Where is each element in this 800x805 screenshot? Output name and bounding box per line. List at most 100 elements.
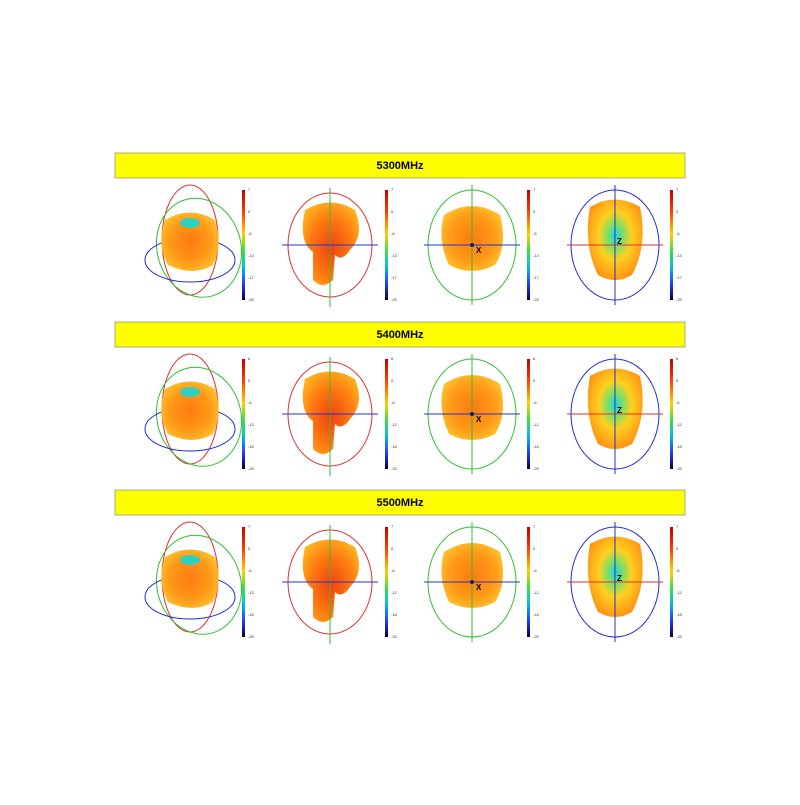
pattern-view: 7 0 -6 -13 -17 -25 bbox=[144, 184, 255, 302]
pattern-view: Z 7 0 -6 -12 -18 -25 bbox=[567, 522, 683, 642]
colorbar-label: -13 bbox=[533, 253, 540, 258]
pattern-peak bbox=[180, 218, 200, 228]
colorbar bbox=[527, 527, 530, 637]
colorbar-label: -25 bbox=[676, 634, 683, 639]
colorbar-label: -13 bbox=[391, 253, 398, 258]
section-bar bbox=[114, 489, 686, 516]
colorbar-label: -6 bbox=[676, 400, 680, 405]
center-label: Z bbox=[617, 406, 622, 415]
colorbar bbox=[527, 190, 530, 300]
colorbar-label: -6 bbox=[248, 568, 252, 573]
colorbar-label: 6 bbox=[248, 356, 251, 361]
colorbar-label: -6 bbox=[248, 400, 252, 405]
colorbar-label: 7 bbox=[391, 187, 394, 192]
colorbar-label: -12 bbox=[248, 590, 255, 595]
colorbar-label: -6 bbox=[391, 231, 395, 236]
colorbar-label: 0 bbox=[391, 378, 394, 383]
center-label: X bbox=[476, 415, 482, 424]
origin bbox=[470, 412, 474, 416]
colorbar-label: -6 bbox=[533, 568, 537, 573]
colorbar-label: -25 bbox=[391, 634, 398, 639]
axis-ring bbox=[155, 366, 243, 467]
colorbar-label: -25 bbox=[533, 297, 540, 302]
pattern-blob bbox=[302, 539, 359, 622]
colorbar-label: -25 bbox=[248, 634, 255, 639]
colorbar-label: -18 bbox=[248, 612, 255, 617]
colorbar-label: -6 bbox=[391, 568, 395, 573]
pattern-view: X 6 0 -6 -12 -18 -25 bbox=[424, 354, 540, 474]
colorbar-label: 7 bbox=[676, 524, 679, 529]
pattern-view: 6 0 -6 -12 -18 -25 bbox=[282, 356, 398, 476]
colorbar-label: -6 bbox=[248, 231, 252, 236]
axis-ring bbox=[155, 197, 243, 298]
pattern-view: Z 7 0 -6 -13 -17 -25 bbox=[567, 185, 683, 305]
colorbar-label: 0 bbox=[391, 209, 394, 214]
pattern-view: 6 0 -6 -12 -18 -25 bbox=[144, 353, 255, 471]
colorbar-label: -6 bbox=[676, 231, 680, 236]
pattern-view: Z 6 0 -6 -12 -18 -25 bbox=[567, 354, 683, 474]
colorbar-label: 0 bbox=[676, 546, 679, 551]
colorbar-label: -25 bbox=[533, 634, 540, 639]
colorbar-label: 0 bbox=[248, 209, 251, 214]
pattern-blob bbox=[161, 212, 219, 271]
colorbar-label: -25 bbox=[533, 466, 540, 471]
colorbar-label: -6 bbox=[533, 231, 537, 236]
colorbar-label: -18 bbox=[391, 612, 398, 617]
colorbar-label: -17 bbox=[391, 275, 398, 280]
colorbar-label: -6 bbox=[391, 400, 395, 405]
origin bbox=[470, 243, 474, 247]
colorbar-label: 7 bbox=[248, 187, 251, 192]
colorbar-label: -18 bbox=[533, 444, 540, 449]
colorbar-label: -17 bbox=[533, 275, 540, 280]
colorbar-label: -12 bbox=[248, 422, 255, 427]
pattern-view: 7 0 -6 -12 -18 -25 bbox=[144, 521, 255, 639]
section-title: 5500MHz bbox=[376, 497, 424, 509]
colorbar bbox=[670, 190, 673, 300]
colorbar-label: -6 bbox=[676, 568, 680, 573]
colorbar-label: -17 bbox=[676, 275, 683, 280]
colorbar-label: 6 bbox=[676, 356, 679, 361]
colorbar-label: -18 bbox=[676, 444, 683, 449]
colorbar-label: -25 bbox=[391, 297, 398, 302]
colorbar bbox=[242, 359, 245, 469]
colorbar-label: -18 bbox=[533, 612, 540, 617]
center-label: Z bbox=[617, 574, 622, 583]
colorbar-label: 0 bbox=[391, 546, 394, 551]
colorbar-label: 7 bbox=[248, 524, 251, 529]
colorbar-label: 0 bbox=[533, 209, 536, 214]
center-label: X bbox=[476, 583, 482, 592]
colorbar bbox=[385, 527, 388, 637]
pattern-blob bbox=[161, 549, 219, 608]
content: 5300MHz 7 0 -6 -13 -17 -25 7 0 -6 -13 -17 -25 X 7 0 -6 -1… bbox=[114, 152, 686, 644]
colorbar-label: 0 bbox=[533, 546, 536, 551]
colorbar bbox=[242, 190, 245, 300]
pattern-blob bbox=[302, 371, 359, 454]
colorbar-label: 7 bbox=[533, 524, 536, 529]
colorbar-label: -25 bbox=[676, 466, 683, 471]
pattern-peak bbox=[180, 555, 200, 565]
colorbar bbox=[242, 527, 245, 637]
colorbar-label: -25 bbox=[391, 466, 398, 471]
pattern-view: 7 0 -6 -13 -17 -25 bbox=[282, 187, 398, 307]
colorbar-label: 0 bbox=[248, 546, 251, 551]
colorbar-label: 0 bbox=[676, 378, 679, 383]
colorbar-label: -17 bbox=[248, 275, 255, 280]
colorbar bbox=[385, 190, 388, 300]
center-label: X bbox=[476, 246, 482, 255]
colorbar-label: 6 bbox=[391, 356, 394, 361]
colorbar-label: -12 bbox=[533, 590, 540, 595]
colorbar-label: -18 bbox=[676, 612, 683, 617]
colorbar-label: 0 bbox=[248, 378, 251, 383]
colorbar-label: -12 bbox=[391, 590, 398, 595]
colorbar bbox=[670, 359, 673, 469]
colorbar-label: 7 bbox=[533, 187, 536, 192]
colorbar-label: 0 bbox=[676, 209, 679, 214]
colorbar-label: -6 bbox=[533, 400, 537, 405]
colorbar bbox=[670, 527, 673, 637]
colorbar-label: 7 bbox=[676, 187, 679, 192]
colorbar-label: 0 bbox=[533, 378, 536, 383]
section-title: 5400MHz bbox=[376, 329, 424, 341]
pattern-view: X 7 0 -6 -12 -18 -25 bbox=[424, 522, 540, 642]
section-bar bbox=[114, 152, 686, 179]
